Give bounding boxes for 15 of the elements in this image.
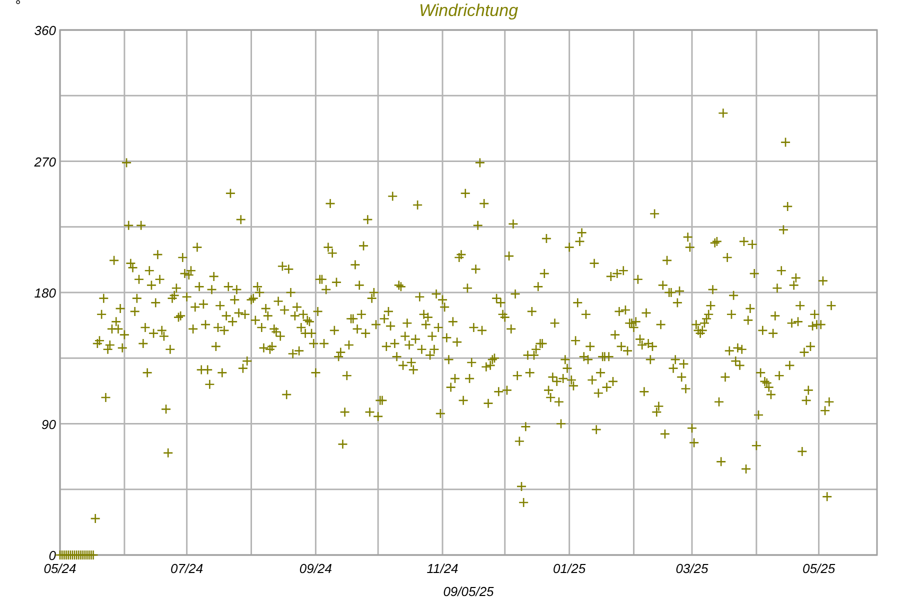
- x-tick-label: 05/25: [802, 561, 836, 576]
- y-tick-label: 270: [33, 154, 57, 170]
- x-tick-label: 09/24: [299, 561, 332, 576]
- x-tick-label: 01/25: [553, 561, 586, 576]
- chart-title: Windrichtung: [418, 1, 519, 20]
- y-tick-label: 360: [34, 23, 57, 38]
- y-axis-title: °: [15, 0, 21, 13]
- y-tick-label: 90: [42, 416, 57, 432]
- y-tick-label: 180: [34, 286, 57, 300]
- x-tick-label: 03/25: [676, 561, 710, 576]
- x-axis-title: 09/05/25: [443, 584, 495, 599]
- x-tick-label: 11/24: [426, 561, 458, 576]
- x-tick-label: 05/24: [44, 561, 76, 576]
- y-tick-label: 0: [48, 548, 57, 563]
- x-tick-label: 07/24: [170, 561, 204, 576]
